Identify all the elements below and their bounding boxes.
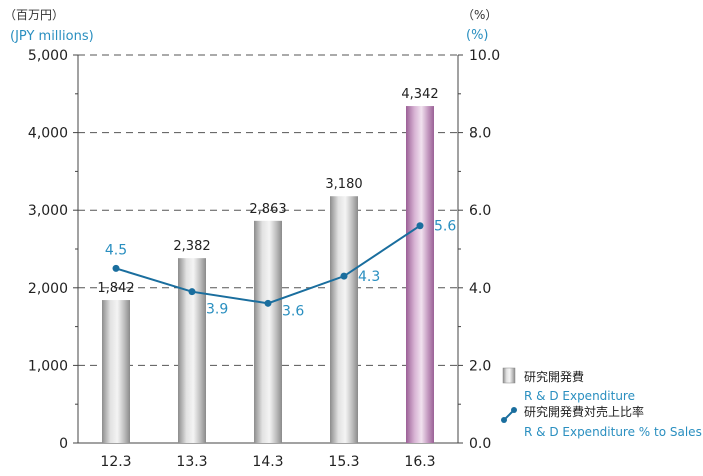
x-tick-label: 12.3 [100,454,131,470]
line-point [416,222,424,230]
left-tick-label: 2,000 [28,281,68,297]
line-series: 4.5 3.9 3.6 4.3 5.6 [105,219,456,320]
x-tick-label: 13.3 [176,454,207,470]
left-tick-label: 1,000 [28,358,68,374]
legend-line-label-jp: 研究開発費対売上比率 [524,404,644,419]
right-axis-unit-jp: （%） [462,8,497,22]
bar [102,300,130,443]
left-axis-unit-en: (JPY millions) [10,29,94,44]
legend-bar-swatch [502,367,516,384]
bar-value-label: 1,842 [97,281,134,296]
bar [178,258,206,443]
bar-value-label: 4,342 [401,87,438,102]
bar [330,196,358,443]
bar-value-labels: 1,842 2,382 2,863 3,180 4,342 [97,87,438,296]
line-value-label: 5.6 [434,219,456,235]
line-point [112,264,120,272]
left-tick-label: 4,000 [28,126,68,142]
right-tick-label: 6.0 [469,203,491,219]
line-value-label: 4.5 [105,242,127,258]
x-axis-ticks: 12.3 13.3 14.3 15.3 16.3 [100,454,435,470]
line-point [264,299,272,307]
right-tick-label: 2.0 [469,358,491,374]
line-value-label: 4.3 [358,269,380,285]
left-axis-unit-jp: （百万円） [4,8,64,22]
left-tick-label: 0 [59,436,68,452]
bar-value-label: 3,180 [325,177,362,192]
right-axis-ticks: 0.0 2.0 4.0 6.0 8.0 10.0 [458,48,500,452]
left-tick-label: 3,000 [28,203,68,219]
bar-value-label: 2,863 [249,202,286,217]
legend-line-label-en: R & D Expenditure % to Sales [524,425,702,439]
right-tick-label: 8.0 [469,126,491,142]
line-point [188,288,196,296]
left-axis-ticks: 0 1,000 2,000 3,000 4,000 5,000 [28,48,78,452]
legend-line-marker-a [501,417,507,423]
right-tick-label: 4.0 [469,281,491,297]
line-value-label: 3.9 [206,302,228,318]
x-tick-label: 15.3 [328,454,359,470]
right-tick-label: 10.0 [469,48,500,64]
legend-bar-label-jp: 研究開発費 [524,369,584,384]
legend: 研究開発費 R & D Expenditure 研究開発費対売上比率 R & D… [501,367,702,439]
legend-bar-label-en: R & D Expenditure [524,389,635,403]
bar-series [102,106,434,444]
legend-line-marker-b [511,407,517,413]
right-axis-unit-en: (%) [466,28,489,43]
gridlines [78,54,458,366]
x-tick-label: 14.3 [252,454,283,470]
right-tick-label: 0.0 [469,436,491,452]
bar [254,220,282,443]
left-tick-label: 5,000 [28,48,68,64]
x-tick-label: 16.3 [404,454,435,470]
line-value-label: 3.6 [282,303,304,319]
bar [406,106,434,444]
bar-value-label: 2,382 [173,239,210,254]
line-point [340,272,348,280]
